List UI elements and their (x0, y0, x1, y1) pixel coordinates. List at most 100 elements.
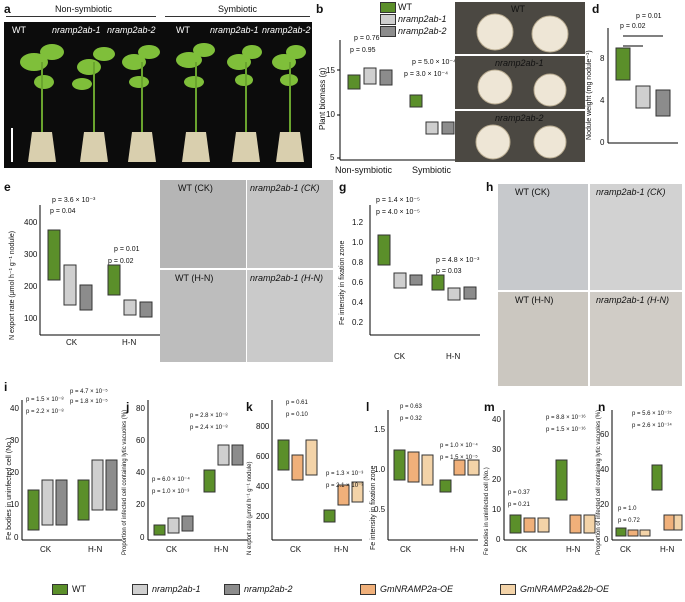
panel-d-pval-1: p = 0.01 (636, 13, 662, 20)
panel-j-ytick-5: 80 (136, 404, 145, 413)
box-e-4 (107, 264, 121, 296)
box-j-1 (153, 524, 166, 536)
box-k-6 (351, 481, 364, 503)
panel-e-ytick-3: 300 (24, 250, 38, 259)
panel-b-pval-1: p = 0.76 (354, 35, 380, 42)
legend-bottom-gmnramp2a-oe-swatch (360, 584, 376, 595)
panel-h-label-4: nramp2ab-1 (H-N) (596, 295, 670, 305)
panel-l-pval-3: p = 1.0 × 10⁻⁴ (440, 443, 478, 449)
panel-j-pval-2: p = 2.4 × 10⁻⁸ (190, 425, 228, 431)
panel-m-ytick-1: 0 (496, 535, 501, 544)
box-m-5 (569, 514, 582, 534)
panel-i-pval-4: p = 1.8 × 10⁻⁵ (70, 399, 108, 405)
panel-m-ytick-3: 20 (492, 475, 501, 484)
box-n-6 (673, 514, 683, 531)
legend-bottom-gmnramp2a-oe-label: GmNRAMP2a-OE (380, 584, 454, 594)
panel-d-ytick-2: 4 (600, 96, 605, 105)
panel-b-plot (337, 40, 460, 161)
panel-i-plot (21, 400, 122, 541)
panel-g-plot (369, 205, 480, 336)
panel-k-ytick-1: 200 (256, 512, 270, 521)
panel-l-pval-4: p = 1.5 × 10⁻⁵ (440, 455, 478, 461)
box-n-1 (615, 527, 627, 537)
panel-g-letter: g (339, 180, 347, 194)
panel-j-pval-1: p = 2.8 × 10⁻⁸ (190, 413, 228, 419)
box-l-2 (407, 451, 420, 483)
legend-nramp2ab1-swatch (380, 14, 396, 25)
panel-g-pval-3: p = 4.8 × 10⁻³ (436, 257, 480, 264)
box-b-3 (379, 69, 393, 86)
panel-h-micro-2 (590, 184, 682, 290)
panel-g-pval-4: p = 0.03 (436, 268, 462, 275)
legend-nramp2ab2-label: nramp2ab-2 (398, 26, 447, 36)
panel-f-tem-2 (247, 180, 333, 268)
box-j-6 (231, 444, 244, 466)
panel-g-ytick-4: 0.8 (352, 258, 364, 267)
panel-b-pval-2: p = 0.95 (350, 47, 376, 54)
panel-f-tem-4 (247, 270, 333, 362)
box-l-3 (421, 454, 434, 486)
box-j-5 (217, 444, 230, 466)
panel-b-ytick-3: 15 (326, 66, 335, 75)
box-i-2 (41, 479, 54, 526)
legend-bottom-nramp2ab2-label: nramp2ab-2 (244, 584, 293, 594)
panel-b-xtick-2: Symbiotic (412, 165, 452, 175)
legend-bottom-wt-swatch (52, 584, 68, 595)
plant-illustration (11, 43, 306, 162)
panel-g-ytick-2: 0.4 (352, 298, 364, 307)
box-g-1 (377, 234, 391, 266)
box-b-1 (347, 74, 361, 90)
panel-m-ylabel: Fe bodies in uninfected cell (No.) (484, 467, 490, 555)
box-d-2 (635, 85, 651, 109)
box-n-3 (639, 529, 651, 537)
panel-i-xtick-1: CK (40, 545, 52, 554)
box-g-6 (463, 286, 477, 300)
legend-bottom-wt-label: WT (72, 584, 86, 594)
box-j-3 (181, 515, 194, 532)
box-m-6 (583, 514, 596, 534)
panel-m-pval-2: p = 0.21 (508, 502, 530, 508)
panel-e-pval-2: p = 0.04 (50, 208, 76, 215)
panel-j-pval-4: p = 1.0 × 10⁻³ (152, 489, 190, 495)
panel-i-pval-1: p = 1.5 × 10⁻⁸ (26, 397, 64, 403)
box-m-2 (523, 517, 536, 533)
panel-b-ylabel: Plant biomass (g) (318, 67, 327, 130)
panel-c-label-3: nramp2ab-2 (495, 113, 544, 123)
box-d-1 (615, 47, 631, 81)
panel-a-group-symbiotic: Symbiotic (218, 4, 258, 14)
box-l-6 (467, 459, 480, 476)
panel-g-pval-1: p = 1.4 × 10⁻⁵ (376, 197, 420, 204)
panel-m-ytick-4: 30 (492, 445, 501, 454)
panel-f-tem-3 (160, 270, 246, 362)
panel-e-pval-4: p = 0.02 (108, 258, 134, 265)
panel-g-ytick-3: 0.6 (352, 278, 364, 287)
box-l-4 (439, 479, 452, 493)
panel-l-pval-2: p = 0.32 (400, 416, 422, 422)
panel-a-label-6: nramp2ab-2 (262, 25, 311, 35)
panel-b-letter: b (316, 2, 324, 16)
panel-e-ytick-1: 100 (24, 314, 38, 323)
panel-h-label-1: WT (CK) (515, 187, 550, 197)
panel-e-xtick-2: H-N (122, 338, 137, 347)
panel-b-ytick-1: 5 (330, 153, 335, 162)
panel-k-xtick-2: H-N (334, 545, 349, 554)
panel-i-xtick-2: H-N (88, 545, 103, 554)
box-b-2 (363, 67, 377, 85)
panel-n-pval-2: p = 0.72 (618, 518, 640, 524)
box-g-2 (393, 272, 407, 289)
panel-i-letter: i (4, 380, 8, 394)
box-m-1 (509, 514, 522, 534)
box-e-6 (139, 301, 153, 318)
panel-e-pval-1: p = 3.6 × 10⁻³ (52, 197, 96, 204)
panel-d-ylabel: Nodule weight (mg nodule⁻¹) (586, 50, 593, 140)
panel-k-ytick-3: 600 (256, 452, 270, 461)
panel-a-letter: a (4, 2, 11, 16)
panel-j-xtick-2: H-N (214, 545, 229, 554)
panel-k-letter: k (246, 400, 253, 414)
legend-wt-label: WT (398, 2, 412, 12)
panel-h-micro-3 (498, 292, 588, 386)
box-i-5 (91, 459, 104, 511)
box-e-5 (123, 299, 137, 316)
panel-g-xtick-1: CK (394, 352, 406, 361)
panel-g-pval-2: p = 4.0 × 10⁻⁵ (376, 209, 420, 216)
